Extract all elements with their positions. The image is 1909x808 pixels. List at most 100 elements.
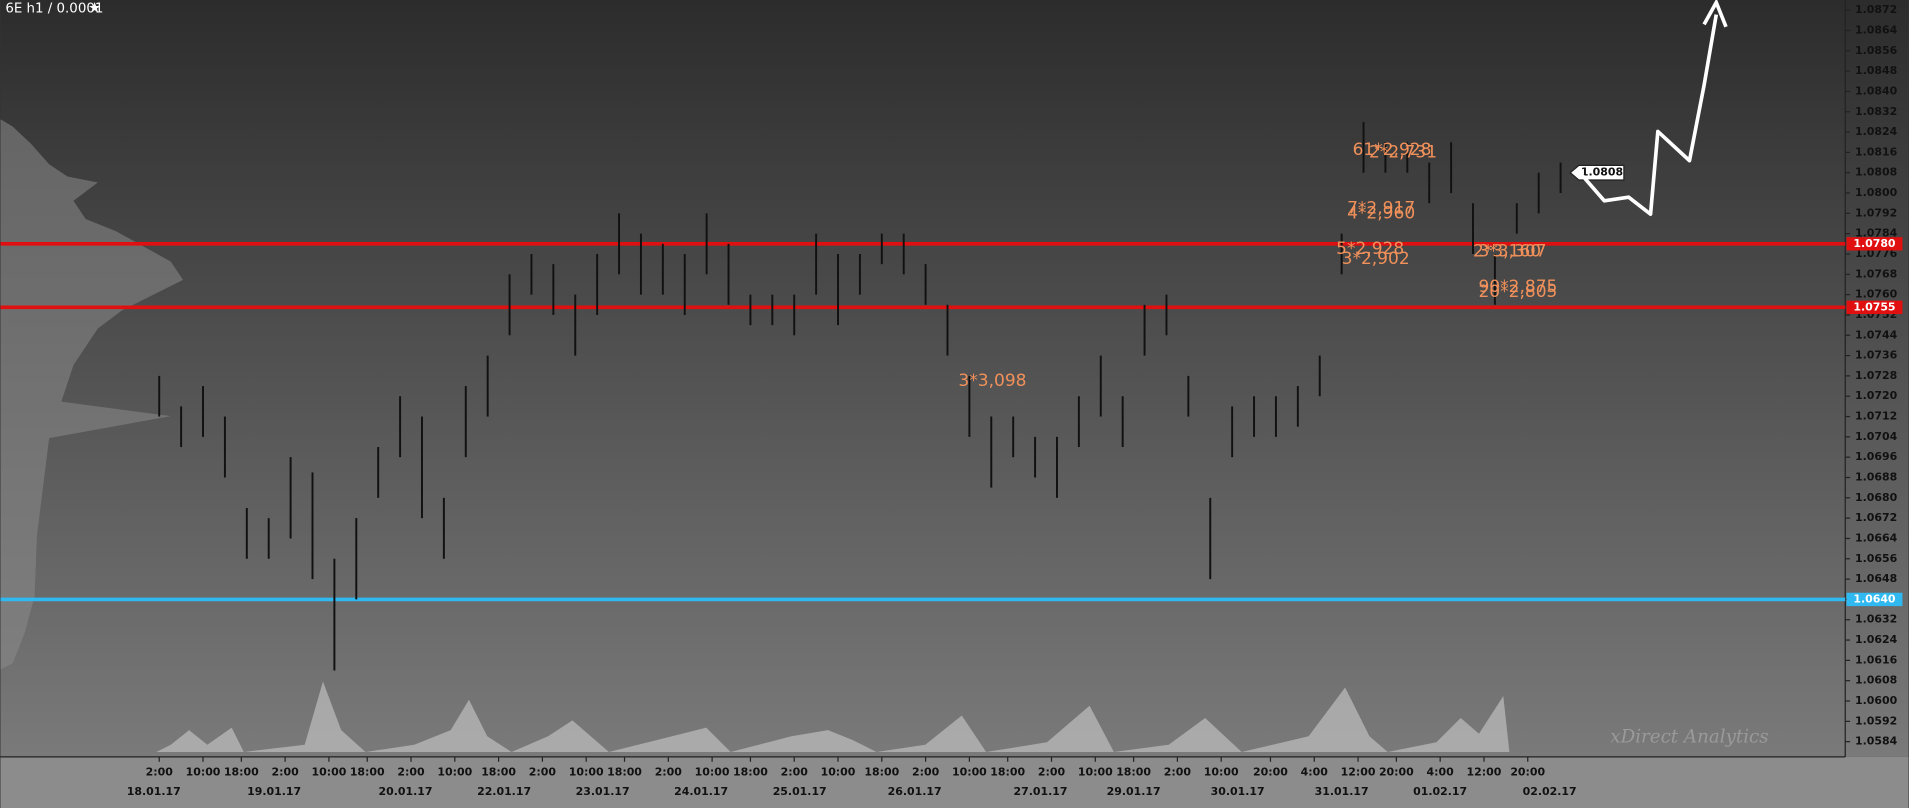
marks-layer: 1.0584 1.0592 1.0600 1.0608 1.0616 1.0624 1.06… [0,3,1903,798]
x-tick-label: 12:00 [1467,766,1502,779]
x-date-label: 29.01.17 [1107,785,1161,798]
y-tick-label: 1.0688 [1855,471,1897,484]
y-tick-label: 1.0792 [1855,206,1897,219]
y-tick-label: 1.0664 [1855,531,1898,544]
x-tick-label: 18:00 [990,766,1025,779]
y-tick-label: 1.0840 [1855,84,1898,97]
y-tick-label: 1.0744 [1855,328,1898,341]
x-date-label: 26.01.17 [888,785,942,798]
projection-arrow [1578,14,1719,216]
x-tick-label: 10:00 [186,766,221,779]
x-tick-label: 4:00 [1301,766,1329,779]
x-tick-label: 2:00 [1038,766,1066,779]
y-tick-label: 1.0712 [1855,410,1897,423]
x-tick-label: 18:00 [224,766,259,779]
x-tick-label: 10:00 [695,766,730,779]
y-tick-label: 1.0736 [1855,349,1898,362]
x-tick-label: 18:00 [607,766,642,779]
x-tick-label: 10:00 [1204,766,1239,779]
y-tick-label: 1.0648 [1855,572,1897,585]
x-tick-label: 2:00 [146,766,174,779]
y-tick-label: 1.0816 [1855,145,1898,158]
x-tick-label: 10:00 [437,766,472,779]
x-tick-label: 12:00 [1341,766,1376,779]
y-tick-label: 1.0680 [1855,491,1898,504]
y-tick-label: 1.0608 [1855,674,1897,687]
trade-annotation: 2*2,731 [1369,142,1437,162]
time-axis-background [0,756,1909,808]
y-tick-label: 1.0592 [1855,714,1897,727]
x-date-label: 01.02.17 [1413,785,1467,798]
x-tick-label: 2:00 [781,766,809,779]
x-tick-label: 10:00 [1078,766,1113,779]
x-date-label: 27.01.17 [1014,785,1068,798]
level-label: 1.0780 [1853,237,1896,250]
level-tag [1846,237,1903,251]
y-tick-label: 1.0624 [1855,633,1898,646]
level-label: 1.0640 [1853,592,1896,605]
watermark: xDirect Analytics [1610,726,1768,747]
x-tick-label: 4:00 [1427,766,1455,779]
y-tick-label: 1.0848 [1855,64,1897,77]
x-tick-label: 2:00 [529,766,557,779]
x-date-label: 23.01.17 [576,785,630,798]
y-tick-label: 1.0760 [1855,288,1898,301]
y-tick-label: 1.0768 [1855,267,1897,280]
y-tick-label: 1.0872 [1855,3,1897,16]
projection-arrowhead [1702,0,1728,28]
y-tick-label: 1.0832 [1855,105,1897,118]
trade-annotation: 3*3,098 [958,371,1026,391]
x-tick-label: 18:00 [350,766,385,779]
x-tick-label: 2:00 [655,766,683,779]
volume-area [156,681,1510,753]
y-tick-label: 1.0656 [1855,552,1898,565]
x-date-label: 22.01.17 [477,785,531,798]
y-tick-label: 1.0600 [1855,694,1898,707]
trade-annotation: 3*3,307 [1478,241,1546,261]
chart-title: 6E h1 / 0.0001 [5,2,103,17]
x-tick-label: 20:00 [1379,766,1414,779]
x-date-label: 18.01.17 [127,785,181,798]
x-date-label: 25.01.17 [773,785,827,798]
x-tick-label: 18:00 [864,766,899,779]
x-tick-label: 20:00 [1253,766,1288,779]
x-tick-label: 18:00 [481,766,516,779]
x-tick-label: 10:00 [821,766,856,779]
y-tick-label: 1.0800 [1855,186,1898,199]
trade-annotation: 3*2,902 [1342,249,1410,269]
trade-annotation: 4*2,960 [1347,203,1415,223]
x-date-label: 30.01.17 [1211,785,1265,798]
x-tick-label: 10:00 [312,766,347,779]
trade-annotation: 7*2,917 [1347,198,1415,218]
level-tag [1846,592,1903,607]
y-tick-label: 1.0672 [1855,511,1897,524]
volume-profile [0,119,184,670]
x-date-label: 20.01.17 [379,785,433,798]
trade-annotation: 90*2,875 [1478,277,1557,297]
y-tick-label: 1.0728 [1855,369,1897,382]
x-tick-label: 2:00 [1164,766,1192,779]
y-tick-label: 1.0784 [1855,227,1898,240]
x-tick-label: 2:00 [397,766,425,779]
level-label: 1.0755 [1853,300,1895,313]
x-date-label: 31.01.17 [1315,785,1369,798]
y-tick-label: 1.0808 [1855,166,1897,179]
y-tick-label: 1.0584 [1855,735,1898,748]
trade-annotation: 2*3,160 [1473,241,1541,261]
x-tick-label: 2:00 [912,766,940,779]
y-tick-label: 1.0696 [1855,450,1898,463]
y-tick-label: 1.0720 [1855,389,1898,402]
x-tick-label: 10:00 [569,766,604,779]
favorite-star[interactable]: ★ [88,0,101,17]
x-date-label: 24.01.17 [674,785,728,798]
trade-annotation: 5*2,928 [1336,239,1404,259]
y-tick-label: 1.0824 [1855,125,1898,138]
y-tick-label: 1.0704 [1855,430,1898,443]
last-price-label: 1.0808 [1581,166,1623,179]
level-tag [1846,300,1903,315]
y-tick-label: 1.0864 [1855,23,1898,36]
x-tick-label: 20:00 [1510,766,1545,779]
x-tick-label: 10:00 [952,766,987,779]
y-tick-label: 1.0856 [1855,44,1898,57]
